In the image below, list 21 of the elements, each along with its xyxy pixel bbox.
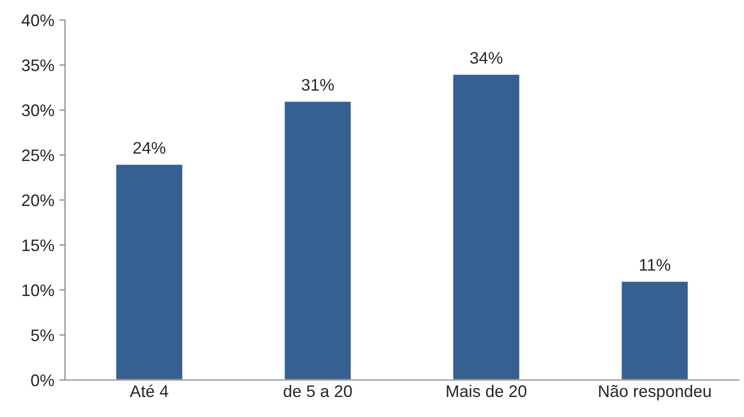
- bar: [452, 73, 521, 380]
- bar: [620, 280, 690, 380]
- x-tick-label: Não respondeu: [599, 384, 711, 400]
- y-tick-label: 25%: [22, 149, 54, 162]
- y-tick-label: 30%: [22, 104, 54, 116]
- y-tick-label: 15%: [22, 239, 54, 252]
- y-tick-label: 5%: [31, 329, 54, 342]
- y-tick-label: 10%: [22, 284, 54, 296]
- data-label: 31%: [302, 78, 334, 91]
- bar: [283, 100, 352, 380]
- y-tick-label: 20%: [22, 194, 54, 206]
- data-label: 24%: [133, 142, 166, 154]
- data-label: 11%: [640, 259, 670, 271]
- data-label: 34%: [470, 52, 502, 64]
- y-tick-label: 40%: [22, 14, 54, 26]
- y-tick-label: 35%: [22, 59, 54, 72]
- bar: [114, 163, 184, 380]
- x-tick-label: Até 4: [130, 384, 168, 398]
- x-tick-label: Mais de 20: [446, 384, 526, 398]
- y-tick-label: 0%: [31, 374, 54, 386]
- x-tick-label: de 5 a 20: [284, 384, 352, 398]
